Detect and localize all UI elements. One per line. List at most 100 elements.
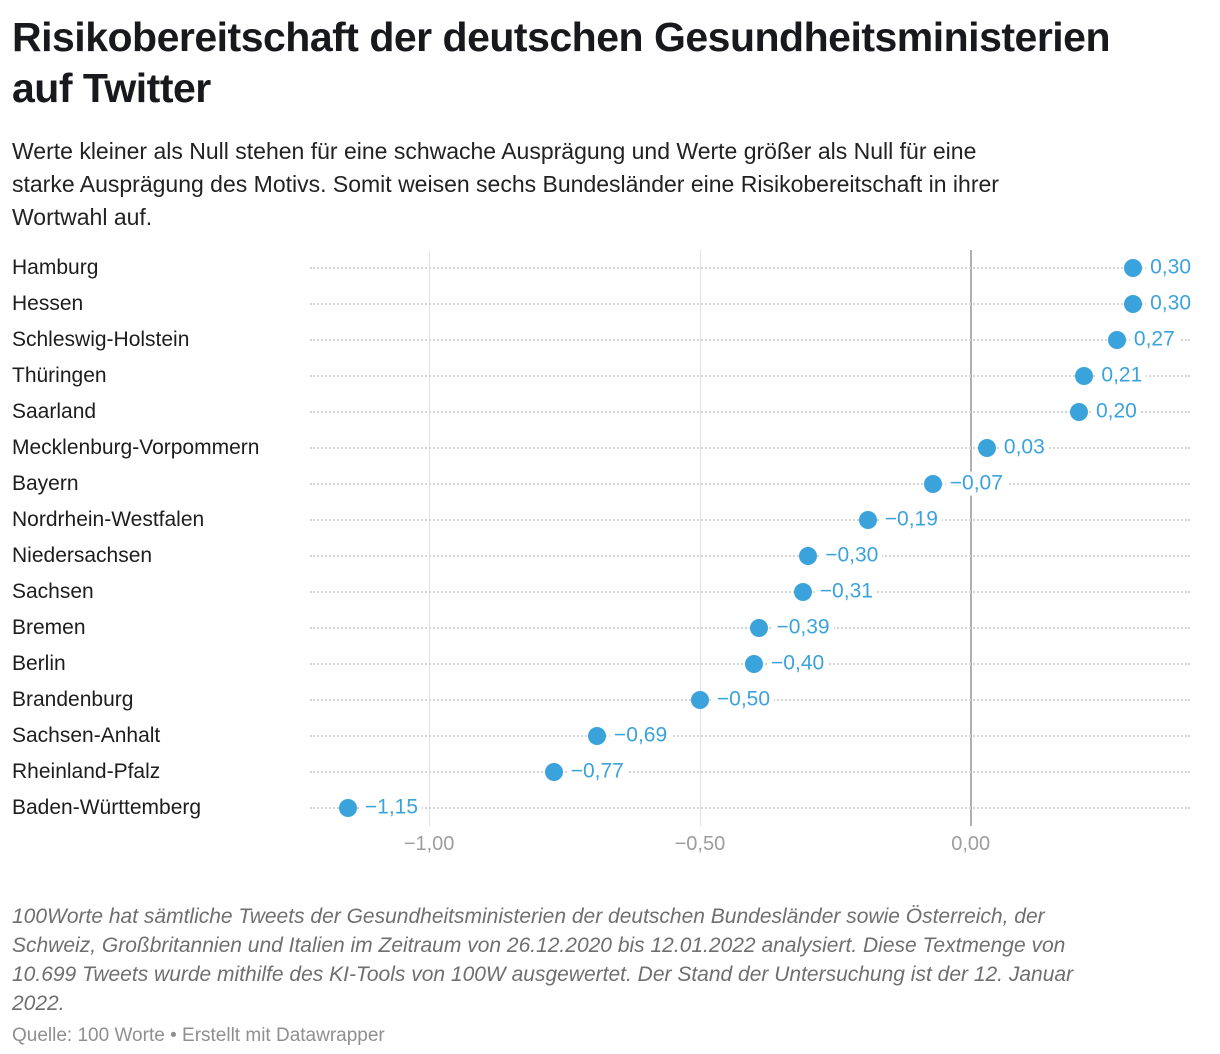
row-leader-line: [310, 267, 1190, 269]
chart-title-line: Risikobereitschaft der deutschen Gesundh…: [12, 14, 1111, 60]
row-leader-line: [310, 735, 1190, 737]
chart-row: Mecklenburg-Vorpommern 0,03: [12, 430, 1208, 466]
value-label: 0,30: [1146, 255, 1195, 280]
row-plot-cell: −0,30: [310, 538, 1190, 574]
data-dot[interactable]: [977, 439, 996, 457]
chart-notes-line: 100Worte hat sämtliche Tweets der Gesund…: [12, 905, 1045, 928]
chart-row: Niedersachsen −0,30: [12, 538, 1208, 574]
x-axis: −1,00 −0,50 0,00: [310, 826, 1190, 858]
chart-rows: Hamburg 0,30 Hessen 0,30 Schleswig-Holstein 0…: [12, 250, 1208, 826]
chart-row: Baden-Württemberg −1,15: [12, 790, 1208, 826]
plot-area: Hamburg 0,30 Hessen 0,30 Schleswig-Holstein 0…: [12, 250, 1208, 826]
category-label: Saarland: [12, 400, 97, 423]
row-plot-cell: −0,40: [310, 646, 1190, 682]
chart-description-line: starke Ausprägung des Motivs. Somit weis…: [12, 171, 999, 197]
category-label: Baden-Württemberg: [12, 796, 202, 819]
row-leader-line: [310, 375, 1190, 377]
row-leader-line: [310, 807, 1190, 809]
row-leader-line: [310, 411, 1190, 413]
datawrapper-credit[interactable]: Erstellt mit Datawrapper: [182, 1025, 385, 1046]
chart-description-line: Werte kleiner als Null stehen für eine s…: [12, 138, 977, 164]
source-name[interactable]: 100 Worte: [77, 1025, 165, 1046]
data-dot[interactable]: [799, 547, 818, 565]
row-plot-cell: 0,21: [310, 358, 1190, 394]
row-plot-cell: 0,30: [310, 250, 1195, 286]
data-dot[interactable]: [858, 511, 877, 529]
row-plot-cell: 0,30: [310, 286, 1195, 322]
value-label: −0,77: [566, 759, 628, 784]
chart-row: Thüringen 0,21: [12, 358, 1208, 394]
source-separator: •: [170, 1025, 177, 1046]
source-label: Quelle:: [12, 1025, 73, 1046]
chart-row: Hessen 0,30: [12, 286, 1208, 322]
category-label: Schleswig-Holstein: [12, 328, 190, 351]
value-label: −0,07: [945, 471, 1007, 496]
chart-row: Bremen −0,39: [12, 610, 1208, 646]
category-label: Bremen: [12, 616, 86, 639]
zero-gridline: [969, 250, 972, 826]
chart-row: Rheinland-Pfalz −0,77: [12, 754, 1208, 790]
category-label: Sachsen-Anhalt: [12, 724, 161, 747]
data-dot[interactable]: [923, 475, 942, 493]
chart-row: Bayern −0,07: [12, 466, 1208, 502]
data-dot[interactable]: [338, 799, 357, 817]
data-dot[interactable]: [588, 727, 606, 745]
row-plot-cell: −0,07: [310, 466, 1190, 502]
category-label: Mecklenburg-Vorpommern: [12, 436, 260, 459]
category-label: Berlin: [12, 652, 66, 675]
value-label: −0,19: [880, 507, 942, 532]
row-plot-cell: −0,50: [310, 682, 1190, 718]
category-label: Sachsen: [12, 580, 94, 603]
x-axis-tick-label: −0,50: [674, 833, 726, 855]
value-label: 0,30: [1146, 291, 1195, 316]
chart-row: Nordrhein-Westfalen −0,19: [12, 502, 1208, 538]
value-label: 0,21: [1097, 363, 1147, 388]
row-plot-cell: 0,03: [310, 430, 1190, 466]
chart-row: Hamburg 0,30: [12, 250, 1208, 286]
data-dot[interactable]: [750, 619, 769, 637]
data-dot[interactable]: [793, 583, 812, 601]
chart-row: Sachsen −0,31: [12, 574, 1208, 610]
category-label: Hamburg: [12, 256, 99, 279]
row-plot-cell: 0,27: [310, 322, 1190, 358]
value-label: 0,20: [1091, 399, 1141, 424]
data-dot[interactable]: [745, 655, 764, 673]
chart-row: Sachsen-Anhalt −0,69: [12, 718, 1208, 754]
chart-title-line: auf Twitter: [12, 65, 211, 111]
chart-description: Werte kleiner als Null stehen für eine s…: [12, 135, 1208, 234]
value-label: −1,15: [360, 795, 423, 820]
value-label: −0,39: [772, 615, 834, 640]
row-leader-line: [310, 555, 1190, 557]
chart-notes: 100Worte hat sämtliche Tweets der Gesund…: [12, 902, 1208, 1018]
value-label: 0,27: [1129, 327, 1179, 352]
x-axis-tick-label: −1,00: [403, 833, 455, 855]
row-leader-line: [310, 339, 1190, 341]
x-gridline: [429, 250, 431, 826]
row-plot-cell: −0,39: [310, 610, 1190, 646]
data-dot[interactable]: [690, 691, 709, 709]
value-label: 0,03: [999, 435, 1049, 460]
row-leader-line: [310, 627, 1190, 629]
data-dot[interactable]: [1124, 295, 1143, 313]
row-leader-line: [310, 591, 1190, 593]
chart-row: Saarland 0,20: [12, 394, 1208, 430]
data-dot[interactable]: [1069, 403, 1088, 421]
value-label: −0,30: [821, 543, 883, 568]
data-dot[interactable]: [1124, 259, 1143, 277]
value-label: −0,50: [712, 687, 775, 712]
row-leader-line: [310, 483, 1190, 485]
chart-notes-line: Schweiz, Großbritannien und Italien im Z…: [12, 934, 1066, 957]
chart-notes-line: 10.699 Tweets wurde mithilfe des KI-Tool…: [12, 963, 1074, 986]
data-dot[interactable]: [1075, 367, 1094, 385]
source-line: Quelle: 100 Worte • Erstellt mit Datawra…: [12, 1024, 1208, 1048]
chart-row: Schleswig-Holstein 0,27: [12, 322, 1208, 358]
data-dot[interactable]: [1107, 331, 1126, 349]
data-dot[interactable]: [544, 763, 563, 781]
x-axis-tick-label: 0,00: [951, 833, 991, 855]
chart-description-line: Wortwahl auf.: [12, 204, 153, 230]
category-label: Hessen: [12, 292, 84, 315]
row-plot-cell: 0,20: [310, 394, 1190, 430]
chart-row: Berlin −0,40: [12, 646, 1208, 682]
row-leader-line: [310, 771, 1190, 773]
